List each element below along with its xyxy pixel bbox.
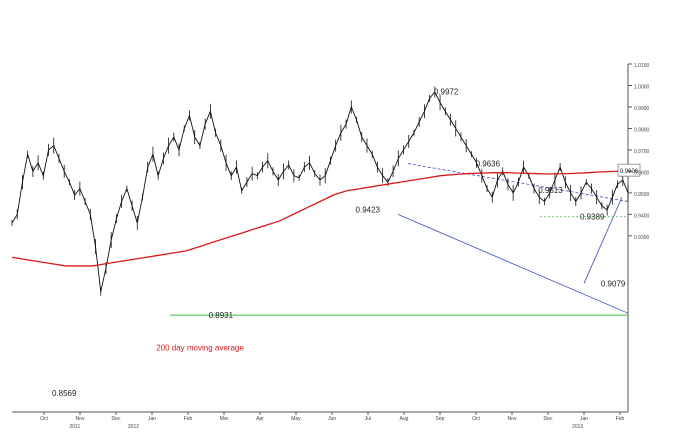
x-year-label: 2013 (572, 424, 583, 430)
x-year-label: 2012 (128, 424, 139, 430)
y-tick-label: 0.9400 (634, 213, 650, 219)
x-tick-label: Apr (256, 416, 264, 422)
series-layer (11, 86, 629, 296)
y-tick-label: 1.0100 (634, 63, 650, 69)
x-tick-label: Jan (580, 416, 588, 422)
uptrend-line (583, 197, 623, 284)
price-annotation: 0.9972 (434, 87, 459, 96)
last-price-box (617, 163, 641, 177)
price-line (11, 91, 629, 292)
grid-layer (170, 163, 629, 316)
y-tick-label: 0.9900 (634, 106, 650, 112)
y-tick-label: 0.9800 (634, 127, 650, 133)
y-tick-label: 1.0000 (634, 84, 650, 90)
x-tick-label: May (291, 416, 301, 422)
price-annotation: 0.9513 (538, 186, 563, 195)
x-tick-label: Oct (40, 416, 48, 422)
price-annotation: 0.9636 (476, 160, 501, 169)
x-tick-label: Mar (220, 416, 229, 422)
price-annotation: 0.9079 (601, 279, 626, 288)
x-tick-label: Oct (472, 416, 480, 422)
y-tick-label: 0.9500 (634, 192, 650, 198)
chart-frame (12, 64, 629, 413)
y-tick-label: 0.9300 (634, 235, 650, 241)
channel-bottom-line (397, 214, 629, 314)
x-tick-label: Aug (400, 416, 409, 422)
price-annotation: 0.8931 (209, 311, 234, 320)
price-annotation: 0.9423 (356, 205, 381, 214)
y-tick-label: 0.9700 (634, 149, 650, 155)
x-year-label: 2011 (69, 424, 80, 430)
x-tick-label: Feb (184, 416, 193, 422)
x-tick-label: Dec (544, 416, 553, 422)
x-tick-label: Dec (112, 416, 121, 422)
x-tick-label: Jan (148, 416, 156, 422)
x-tick-label: Feb (616, 416, 625, 422)
x-tick-label: Nov (508, 416, 517, 422)
axis-layer: 1.0100 1.0000 0.9900 0.9800 0.9700 0.9600 0.95… (40, 63, 649, 430)
last-price-label: 0.9606 (620, 169, 639, 175)
price-annotation: 0.8569 (52, 389, 77, 398)
price-annotation: 0.9389 (580, 213, 605, 222)
x-tick-label: Jun (328, 416, 336, 422)
x-tick-label: Jul (365, 416, 371, 422)
annotation-layer: 0.8569 0.8931 0.9423 0.9972 0.9636 0.9513 0.93… (52, 87, 641, 398)
moving-average-line (11, 170, 628, 267)
moving-average-label: 200 day moving average (156, 344, 244, 353)
x-tick-label: Sep (436, 416, 445, 422)
x-tick-label: Nov (76, 416, 85, 422)
y-tick-label: 0.9600 (634, 170, 650, 176)
